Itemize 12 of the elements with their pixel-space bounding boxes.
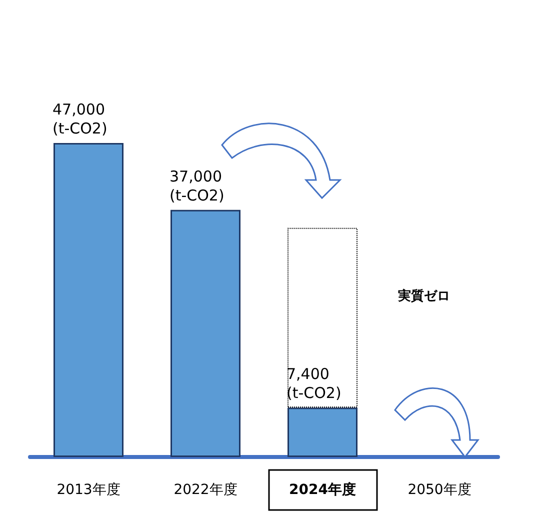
bar <box>288 228 358 408</box>
data-label: 37,000 (t-CO2) <box>170 167 224 204</box>
annotation: 実質ゼロ <box>397 288 450 304</box>
x-tick-label: 2050年度 <box>408 482 472 498</box>
x-tick-label: 2022年度 <box>174 482 238 498</box>
x-tick-label: 2013年度 <box>56 482 120 498</box>
bar <box>288 408 358 457</box>
data-label: 47,000 (t-CO2) <box>52 100 108 138</box>
bar <box>170 210 240 457</box>
bar <box>54 143 124 457</box>
x-tick-label: 2024年度 <box>289 481 356 498</box>
data-label: 7,400 (t-CO2) <box>286 365 342 402</box>
